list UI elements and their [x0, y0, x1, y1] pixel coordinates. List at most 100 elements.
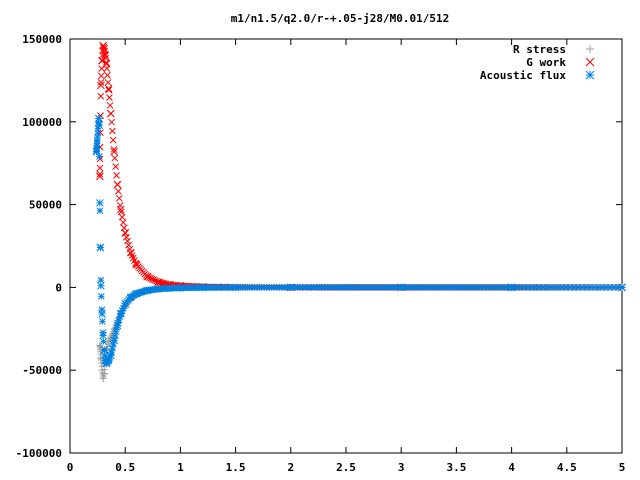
data-point [109, 136, 117, 144]
data-point [98, 310, 106, 318]
data-point [96, 341, 104, 349]
legend-label: R stress [513, 43, 566, 56]
data-point [97, 79, 105, 86]
data-point [96, 153, 103, 160]
data-point [111, 332, 119, 340]
legend-marker [586, 45, 594, 53]
x-tick-label: 4.5 [557, 461, 577, 474]
data-point [121, 228, 130, 237]
data-point [101, 51, 110, 60]
data-point [104, 71, 111, 79]
data-point [106, 109, 115, 118]
data-point [100, 45, 109, 53]
data-point [100, 43, 107, 51]
data-point [100, 346, 109, 355]
data-point [176, 284, 185, 292]
data-point [124, 237, 131, 245]
data-point [125, 241, 132, 249]
data-point [132, 260, 141, 269]
plot-frame [69, 38, 623, 454]
data-point [113, 180, 122, 189]
data-point [109, 127, 116, 135]
data-point [99, 331, 107, 340]
data-point [286, 283, 295, 292]
data-point [110, 147, 119, 156]
data-point [97, 92, 105, 100]
data-point [388, 284, 396, 291]
x-tick-label: 2.5 [336, 461, 356, 474]
y-tick-label: -100000 [16, 447, 62, 460]
data-point [112, 163, 120, 170]
data-point [104, 84, 113, 93]
data-marks [92, 41, 626, 382]
legend-marker [585, 70, 595, 80]
legend-label: Acoustic flux [480, 69, 566, 82]
data-point [112, 328, 120, 336]
y-tick-label: -50000 [22, 364, 62, 377]
legend-marker [585, 57, 595, 67]
data-point [106, 351, 115, 360]
data-point [154, 285, 163, 293]
data-point [507, 283, 516, 292]
data-point [115, 194, 123, 202]
data-point [397, 283, 406, 292]
data-point [96, 155, 104, 163]
axes: 0 0.5 1 1.5 2 2.5 3 3.5 4 4.5 5150000100000500000-… [16, 33, 626, 474]
chart-title: m1/n1.5/q2.0/r-+.05-j28/M0.01/512 [231, 12, 450, 25]
data-point [111, 154, 119, 162]
data-point [96, 207, 104, 215]
data-point [95, 172, 104, 181]
data-point [126, 248, 135, 257]
data-point [102, 59, 110, 66]
data-point [116, 310, 125, 318]
data-point [97, 72, 105, 80]
data-point [100, 338, 107, 345]
data-point [106, 94, 113, 101]
data-point [96, 170, 104, 178]
data-point [97, 276, 105, 284]
data-point [231, 283, 240, 292]
data-point [113, 171, 120, 179]
data-point [121, 300, 130, 308]
data-point [154, 278, 163, 286]
x-tick-label: 1.5 [226, 461, 246, 474]
data-point [143, 272, 152, 281]
data-point [97, 281, 105, 290]
data-point [132, 289, 141, 298]
data-point [99, 318, 106, 325]
data-point [108, 118, 115, 126]
data-point [100, 370, 108, 378]
data-point [114, 187, 122, 195]
x-tick-label: 5 [619, 461, 626, 474]
data-point [95, 199, 104, 207]
data-point [119, 219, 127, 226]
x-tick-label: 3.5 [446, 461, 466, 474]
data-point [98, 56, 106, 65]
data-point [97, 81, 105, 90]
data-point [109, 344, 116, 352]
data-point [375, 284, 383, 291]
y-tick-label: 100000 [22, 116, 62, 129]
data-point [96, 164, 104, 172]
x-tick-label: 0 [67, 461, 74, 474]
data-point [110, 336, 119, 345]
data-point [104, 79, 112, 86]
data-point [110, 146, 118, 153]
data-point [96, 243, 105, 252]
data-point [94, 114, 103, 123]
data-point [92, 147, 101, 156]
data-point [102, 59, 111, 68]
x-tick-label: 2 [287, 461, 294, 474]
data-point [123, 233, 130, 241]
data-point [165, 284, 174, 293]
data-point [95, 121, 104, 129]
data-point [99, 374, 107, 382]
legend-label: G work [526, 56, 566, 69]
x-tick-label: 0.5 [115, 461, 135, 474]
data-point [116, 205, 125, 214]
data-point [97, 293, 105, 300]
y-tick-label: 150000 [22, 33, 62, 46]
x-tick-label: 4 [508, 461, 515, 474]
